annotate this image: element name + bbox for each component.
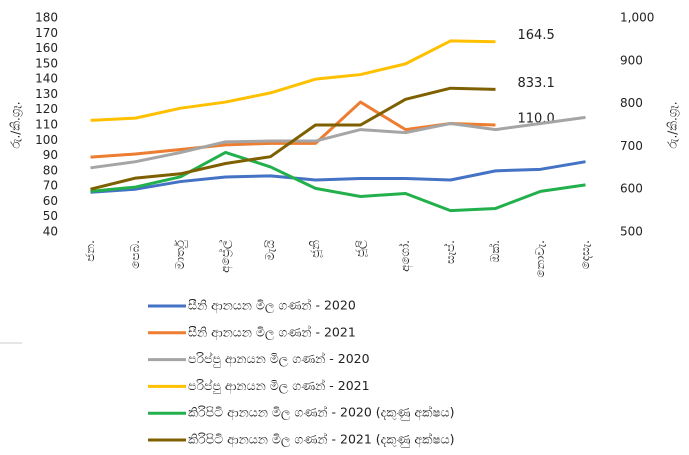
x-tick-label: සැප්. bbox=[443, 240, 457, 264]
y-tick-label: 80 bbox=[43, 163, 58, 177]
x-tick-label: අගෝ. bbox=[398, 240, 413, 272]
legend-label: සීනි ආනයන මිල ගණන් - 2020 bbox=[188, 297, 356, 313]
series-line bbox=[90, 115, 586, 170]
series-line bbox=[90, 39, 496, 122]
y-tick-label: 70 bbox=[43, 179, 58, 193]
x-tick-label: පෙබ. bbox=[128, 240, 142, 269]
legend-label: පරිප්පු ආනයන මිල ගණන් - 2020 bbox=[188, 351, 370, 367]
x-tick-label: නොවැ. bbox=[533, 240, 547, 278]
y-tick-label: 170 bbox=[35, 26, 58, 40]
data-label: 833.1 bbox=[518, 76, 555, 91]
y-tick-label: 50 bbox=[43, 209, 58, 223]
y2-axis-label: රු./කි.ග්‍රෑ. bbox=[666, 101, 680, 148]
x-tick-label: දෙසැ. bbox=[578, 240, 592, 269]
y2-tick-label: 900 bbox=[620, 53, 643, 67]
x-tick-label: ජූලි bbox=[353, 240, 368, 257]
series-line bbox=[90, 100, 496, 159]
legend-label: සීනි ආනයන මිල ගණන් - 2021 bbox=[188, 324, 356, 340]
legend-label: කිරිපිටි ආනයන මිල ගණන් - 2020 (දකුණු අක්… bbox=[188, 405, 455, 421]
x-tick-label: ඔක්. bbox=[488, 240, 502, 262]
y2-tick-label: 500 bbox=[620, 225, 643, 239]
y-tick-label: 140 bbox=[35, 72, 58, 86]
x-tick-label: ජන. bbox=[83, 240, 97, 262]
y-tick-label: 160 bbox=[35, 41, 58, 55]
y-tick-label: 110 bbox=[35, 118, 58, 132]
legend-label: කිරිපිටි ආනයන මිල ගණන් - 2021 (දකුණු අක්… bbox=[188, 431, 455, 447]
data-label: 164.5 bbox=[518, 28, 555, 43]
y-tick-label: 120 bbox=[35, 102, 58, 116]
y2-tick-label: 700 bbox=[620, 139, 643, 153]
y-tick-label: 60 bbox=[43, 194, 58, 208]
series-line bbox=[90, 160, 586, 194]
x-tick-label: මාර්තු bbox=[173, 239, 187, 269]
y-axis-label: රු./කි.ග්‍රෑ. bbox=[9, 101, 23, 148]
x-tick-label: ජූනි bbox=[308, 240, 323, 258]
y-tick-label: 180 bbox=[35, 11, 58, 25]
legend-label: පරිප්පු ආනයන මිල ගණන් - 2021 bbox=[188, 378, 370, 394]
y2-tick-label: 1,000 bbox=[620, 11, 654, 25]
y-tick-label: 40 bbox=[43, 225, 58, 239]
y2-tick-label: 600 bbox=[620, 182, 643, 196]
y-tick-label: 90 bbox=[43, 148, 58, 162]
y2-tick-label: 800 bbox=[620, 96, 643, 110]
y-tick-label: 100 bbox=[35, 133, 58, 147]
y-tick-label: 150 bbox=[35, 56, 58, 70]
y-tick-label: 130 bbox=[35, 87, 58, 101]
x-tick-label: මැයි bbox=[263, 240, 277, 261]
x-tick-label: අප්‍රේල් bbox=[218, 240, 233, 273]
series-line bbox=[90, 86, 496, 191]
series-line bbox=[90, 150, 586, 213]
